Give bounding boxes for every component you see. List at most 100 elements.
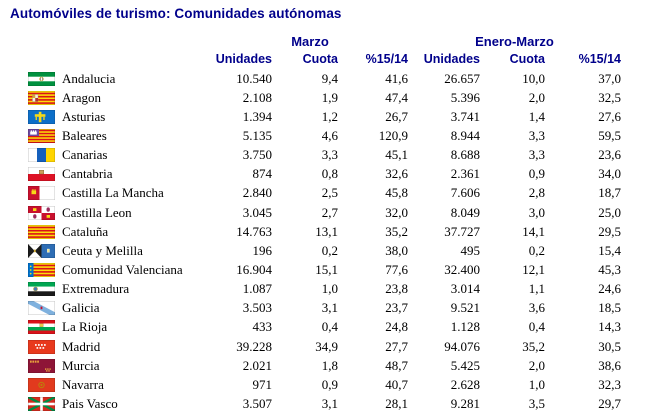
column-header-row: Unidades Cuota %15/14 Unidades Cuota %15…	[0, 49, 649, 69]
marzo-unidades-cell: 971	[252, 376, 273, 392]
marzo-pct-15-14-cell: 32,6	[385, 166, 408, 182]
enero-marzo-unidades-cell: 5.425	[450, 357, 480, 373]
enero-marzo-cuota-cell: 1,4	[528, 108, 545, 124]
marzo-pct-15-14-cell: 23,7	[385, 300, 408, 316]
enero-marzo-unidades-cell: 2.361	[450, 166, 480, 182]
marzo-cuota-cell: 2,7	[321, 204, 338, 220]
marzo-cuota-cell: 3,1	[321, 395, 338, 411]
enero-marzo-cuota-cell: 14,1	[522, 223, 545, 239]
enero-marzo-cuota-cell: 2,8	[528, 185, 545, 201]
enero-marzo-cuota-cell: 35,2	[522, 338, 545, 354]
marzo-cuota-cell: 0,4	[321, 319, 338, 335]
enero-marzo-unidades-cell: 5.396	[450, 89, 480, 105]
marzo-cuota-cell: 0,9	[321, 376, 338, 392]
flag-canarias-icon	[28, 148, 55, 163]
marzo-pct-15-14-cell: 24,8	[385, 319, 408, 335]
col-header-marzo-cuota: Cuota	[302, 52, 338, 66]
region-name: Extremadura	[62, 281, 130, 297]
flag-extremadura-icon	[28, 282, 55, 297]
enero-marzo-cuota-cell: 3,3	[528, 147, 545, 163]
marzo-pct-15-14-cell: 41,6	[385, 70, 408, 86]
enero-marzo-unidades-cell: 1.128	[450, 319, 480, 335]
group-header-row: Marzo Enero-Marzo	[0, 33, 649, 49]
region-name: Madrid	[62, 338, 101, 354]
flag-pais-vasco-icon	[28, 396, 55, 411]
enero-marzo-pct-15-14-cell: 14,3	[598, 319, 621, 335]
enero-marzo-unidades-cell: 9.521	[450, 300, 480, 316]
enero-marzo-unidades-cell: 37.727	[444, 223, 480, 239]
group-header-marzo: Marzo	[291, 33, 329, 49]
table-row: Murcia 2.021 1,8 48,7 5.425 2,0 38,6	[0, 356, 649, 375]
marzo-cuota-cell: 4,6	[321, 127, 338, 143]
enero-marzo-cuota-cell: 1,1	[528, 281, 545, 297]
marzo-unidades-cell: 874	[252, 166, 273, 182]
col-header-enero-marzo-pct-15-14: %15/14	[578, 52, 621, 66]
region-name: Aragon	[62, 89, 101, 105]
enero-marzo-unidades-cell: 26.657	[444, 70, 480, 86]
enero-marzo-pct-15-14-cell: 27,6	[598, 108, 621, 124]
table-row: Canarias 3.750 3,3 45,1 8.688 3,3 23,6	[0, 146, 649, 165]
enero-marzo-unidades-cell: 495	[460, 242, 481, 258]
marzo-pct-15-14-cell: 35,2	[385, 223, 408, 239]
enero-marzo-unidades-cell: 8.688	[450, 147, 480, 163]
table-row: Extremadura 1.087 1,0 23,8 3.014 1,1 24,…	[0, 280, 649, 299]
enero-marzo-pct-15-14-cell: 23,6	[598, 147, 621, 163]
marzo-cuota-cell: 1,2	[321, 108, 338, 124]
marzo-pct-15-14-cell: 26,7	[385, 108, 408, 124]
marzo-pct-15-14-cell: 120,9	[378, 127, 408, 143]
enero-marzo-pct-15-14-cell: 59,5	[598, 127, 621, 143]
enero-marzo-pct-15-14-cell: 18,5	[598, 300, 621, 316]
flag-la-rioja-icon	[28, 320, 55, 335]
flag-castilla-la-mancha-icon	[28, 186, 55, 201]
table-row: Cataluña 14.763 13,1 35,2 37.727 14,1 29…	[0, 222, 649, 241]
flag-murcia-icon	[28, 358, 55, 373]
enero-marzo-unidades-cell: 8.049	[450, 204, 480, 220]
marzo-unidades-cell: 14.763	[236, 223, 272, 239]
marzo-pct-15-14-cell: 45,8	[385, 185, 408, 201]
table-row: Ceuta y Melilla 196 0,2 38,0 495 0,2 15,…	[0, 241, 649, 260]
col-header-marzo-unidades: Unidades	[215, 52, 272, 66]
marzo-pct-15-14-cell: 27,7	[385, 338, 408, 354]
enero-marzo-pct-15-14-cell: 18,7	[598, 185, 621, 201]
region-name: Castilla Leon	[62, 204, 132, 220]
marzo-cuota-cell: 3,3	[321, 147, 338, 163]
enero-marzo-unidades-cell: 8.944	[450, 127, 480, 143]
enero-marzo-cuota-cell: 3,5	[528, 395, 545, 411]
table-row: Madrid 39.228 34,9 27,7 94.076 35,2 30,5	[0, 337, 649, 356]
flag-cataluna-icon	[28, 224, 55, 239]
table-row: Andalucia 10.540 9,4 41,6 26.657 10,0 37…	[0, 69, 649, 88]
enero-marzo-pct-15-14-cell: 24,6	[598, 281, 621, 297]
enero-marzo-unidades-cell: 9.281	[450, 395, 480, 411]
marzo-pct-15-14-cell: 23,8	[385, 281, 408, 297]
marzo-cuota-cell: 2,5	[321, 185, 338, 201]
marzo-unidades-cell: 1.394	[242, 108, 272, 124]
region-name: Castilla La Mancha	[62, 185, 164, 201]
marzo-unidades-cell: 39.228	[236, 338, 272, 354]
enero-marzo-pct-15-14-cell: 29,7	[598, 395, 621, 411]
page-title: Automóviles de turismo: Comunidades autó…	[10, 6, 342, 21]
region-name: Galicia	[62, 300, 100, 316]
marzo-cuota-cell: 1,8	[321, 357, 338, 373]
col-header-enero-marzo-unidades: Unidades	[423, 52, 480, 66]
flag-madrid-icon	[28, 339, 55, 354]
region-name: Cataluña	[62, 223, 109, 239]
region-name: Asturias	[62, 108, 106, 124]
table-row: Castilla Leon 3.045 2,7 32,0 8.049 3,0 2…	[0, 203, 649, 222]
marzo-cuota-cell: 0,8	[321, 166, 338, 182]
marzo-unidades-cell: 1.087	[242, 281, 272, 297]
enero-marzo-pct-15-14-cell: 32,5	[598, 89, 621, 105]
enero-marzo-cuota-cell: 0,4	[528, 319, 545, 335]
marzo-pct-15-14-cell: 38,0	[385, 242, 408, 258]
enero-marzo-unidades-cell: 3.014	[450, 281, 480, 297]
flag-baleares-icon	[28, 128, 55, 143]
enero-marzo-cuota-cell: 10,0	[522, 70, 545, 86]
table-row: Asturias 1.394 1,2 26,7 3.741 1,4 27,6	[0, 107, 649, 126]
flag-ceuta-melilla-icon	[28, 243, 55, 258]
enero-marzo-pct-15-14-cell: 38,6	[598, 357, 621, 373]
marzo-unidades-cell: 16.904	[236, 261, 272, 277]
marzo-pct-15-14-cell: 45,1	[385, 147, 408, 163]
flag-castilla-leon-icon	[28, 205, 55, 220]
marzo-pct-15-14-cell: 77,6	[385, 261, 408, 277]
region-name: La Rioja	[62, 319, 108, 335]
marzo-unidades-cell: 3.750	[242, 147, 272, 163]
